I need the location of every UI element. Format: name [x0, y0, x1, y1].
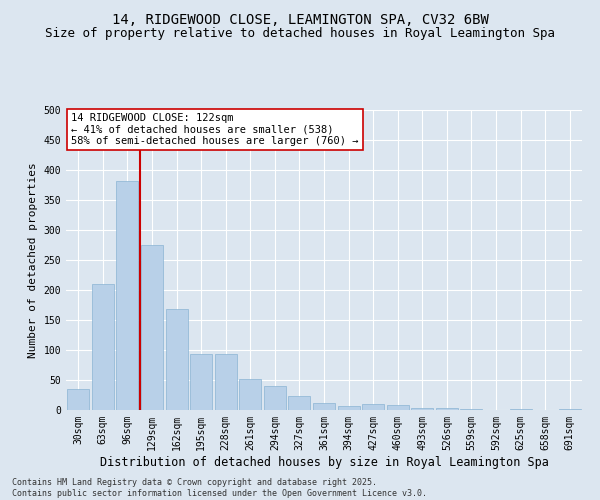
- Y-axis label: Number of detached properties: Number of detached properties: [28, 162, 38, 358]
- Bar: [289, 396, 310, 410]
- Bar: [411, 408, 433, 410]
- Bar: [116, 181, 139, 410]
- Bar: [141, 245, 163, 410]
- Bar: [215, 354, 237, 410]
- Bar: [166, 309, 188, 410]
- Bar: [362, 404, 384, 410]
- X-axis label: Distribution of detached houses by size in Royal Leamington Spa: Distribution of detached houses by size …: [100, 456, 548, 468]
- Bar: [239, 379, 262, 410]
- Bar: [67, 389, 89, 410]
- Bar: [386, 404, 409, 410]
- Text: Contains HM Land Registry data © Crown copyright and database right 2025.
Contai: Contains HM Land Registry data © Crown c…: [12, 478, 427, 498]
- Bar: [436, 408, 458, 410]
- Text: Size of property relative to detached houses in Royal Leamington Spa: Size of property relative to detached ho…: [45, 28, 555, 40]
- Bar: [92, 284, 114, 410]
- Text: 14 RIDGEWOOD CLOSE: 122sqm
← 41% of detached houses are smaller (538)
58% of sem: 14 RIDGEWOOD CLOSE: 122sqm ← 41% of deta…: [71, 113, 359, 146]
- Bar: [313, 404, 335, 410]
- Bar: [190, 354, 212, 410]
- Bar: [338, 406, 359, 410]
- Bar: [264, 386, 286, 410]
- Text: 14, RIDGEWOOD CLOSE, LEAMINGTON SPA, CV32 6BW: 14, RIDGEWOOD CLOSE, LEAMINGTON SPA, CV3…: [112, 12, 488, 26]
